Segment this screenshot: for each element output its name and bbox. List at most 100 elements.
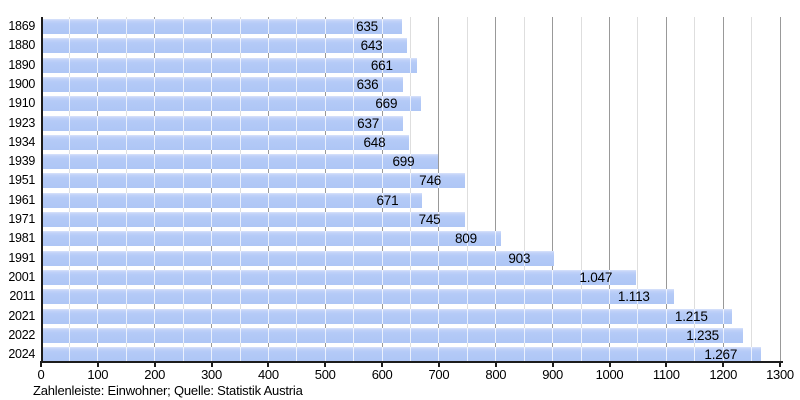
bar-scale-mark xyxy=(267,134,269,150)
gridline-minor xyxy=(466,17,468,361)
bar-scale-mark xyxy=(125,289,127,305)
bar-scale-mark xyxy=(182,154,184,170)
bar-value-label: 1.113 xyxy=(617,289,650,305)
bar-scale-mark xyxy=(182,308,184,324)
bar-scale-mark xyxy=(438,173,440,189)
bar-scale-mark xyxy=(296,57,298,73)
bar-scale-mark xyxy=(267,173,269,189)
bar-scale-mark xyxy=(182,327,184,343)
x-tick-label-1100: 1100 xyxy=(652,367,680,382)
bar-scale-mark xyxy=(182,38,184,54)
bar-1869: 635 xyxy=(43,19,402,34)
bar-scale-mark xyxy=(68,192,70,208)
bar-2011: 1.113 xyxy=(43,289,674,305)
bar-value-label: 746 xyxy=(419,173,442,189)
bar-scale-mark xyxy=(68,212,70,227)
bar-scale-mark xyxy=(324,308,326,324)
bar-scale-mark xyxy=(523,327,525,343)
bar-scale-mark xyxy=(182,173,184,189)
x-tick-label-800: 800 xyxy=(485,367,507,382)
bar-scale-mark xyxy=(410,347,411,363)
bar-scale-mark xyxy=(182,76,184,92)
gridline-major xyxy=(665,17,667,361)
y-axis-label-1939: 1939 xyxy=(8,154,35,169)
bar-1961: 671 xyxy=(43,192,423,208)
bar-scale-mark xyxy=(324,115,326,131)
gridline-major xyxy=(722,17,724,361)
bar-scale-mark xyxy=(267,269,269,285)
bar-2024: 1.267 xyxy=(43,347,762,363)
bar-scale-mark xyxy=(410,192,411,208)
bar-1934: 648 xyxy=(43,134,410,150)
bar-scale-mark xyxy=(523,308,525,324)
bar-scale-mark xyxy=(324,327,326,343)
x-axis-tick xyxy=(210,363,213,367)
gridline-minor xyxy=(751,17,753,361)
bar-2001: 1.047 xyxy=(43,269,637,285)
y-axis-label-2024: 2024 xyxy=(8,347,35,362)
bar-scale-mark xyxy=(296,134,298,150)
bar-scale-mark xyxy=(125,250,127,266)
x-axis-tick xyxy=(96,363,99,367)
bar-scale-mark xyxy=(239,289,241,305)
bar-scale-mark xyxy=(381,269,383,285)
x-axis-tick xyxy=(494,363,497,367)
bar-scale-mark xyxy=(722,308,724,324)
bar-scale-mark xyxy=(637,308,639,324)
bar-scale-mark xyxy=(722,347,724,363)
bar-scale-mark xyxy=(267,212,269,227)
x-axis-tick xyxy=(779,363,781,367)
bar-scale-mark xyxy=(665,308,667,324)
bar-scale-mark xyxy=(438,212,440,227)
bar-1939: 699 xyxy=(43,154,439,170)
bar-scale-mark xyxy=(239,327,241,343)
bar-scale-mark xyxy=(296,231,298,247)
bar-scale-mark xyxy=(68,327,70,343)
bar-scale-mark xyxy=(68,289,70,305)
y-axis-label-1890: 1890 xyxy=(8,57,35,72)
bar-scale-mark xyxy=(665,327,667,343)
bar-scale-mark xyxy=(296,212,298,227)
bar-scale-mark xyxy=(296,250,298,266)
bar-scale-mark xyxy=(97,327,99,343)
x-tick-label-400: 400 xyxy=(257,367,279,382)
bar-1923: 637 xyxy=(43,115,404,131)
bar-scale-mark xyxy=(97,96,99,112)
bar-scale-mark xyxy=(211,76,212,92)
bar-value-label: 1.235 xyxy=(686,327,719,343)
bar-scale-mark xyxy=(239,38,241,54)
bar-scale-mark xyxy=(523,347,525,363)
bar-scale-mark xyxy=(353,231,355,247)
bar-scale-mark xyxy=(410,231,411,247)
bar-scale-mark xyxy=(381,327,383,343)
bar-scale-mark xyxy=(438,289,440,305)
bar-scale-mark xyxy=(68,269,70,285)
bar-scale-mark xyxy=(324,154,326,170)
bar-scale-mark xyxy=(353,212,355,227)
bar-scale-mark xyxy=(324,192,326,208)
bar-scale-mark xyxy=(353,19,355,34)
bar-scale-mark xyxy=(466,289,468,305)
bar-scale-mark xyxy=(239,250,241,266)
bar-scale-mark xyxy=(125,76,127,92)
bar-1991: 903 xyxy=(43,250,555,266)
bar-scale-mark xyxy=(182,115,184,131)
bar-scale-mark xyxy=(182,96,184,112)
bar-scale-mark xyxy=(125,38,127,54)
gridline-major xyxy=(495,17,497,361)
bar-scale-mark xyxy=(267,327,269,343)
bar-scale-mark xyxy=(609,327,610,343)
bar-scale-mark xyxy=(97,231,99,247)
gridline-minor xyxy=(523,17,525,361)
bar-scale-mark xyxy=(239,269,241,285)
bar-value-label: 643 xyxy=(360,38,383,54)
bar-scale-mark xyxy=(552,347,554,363)
bar-scale-mark xyxy=(381,57,383,73)
x-tick-label-600: 600 xyxy=(371,367,393,382)
bar-scale-mark xyxy=(353,308,355,324)
bar-scale-mark xyxy=(381,154,383,170)
bar-scale-mark xyxy=(381,115,383,131)
bar-scale-mark xyxy=(353,173,355,189)
bar-scale-mark xyxy=(239,347,241,363)
bar-scale-mark xyxy=(154,347,156,363)
